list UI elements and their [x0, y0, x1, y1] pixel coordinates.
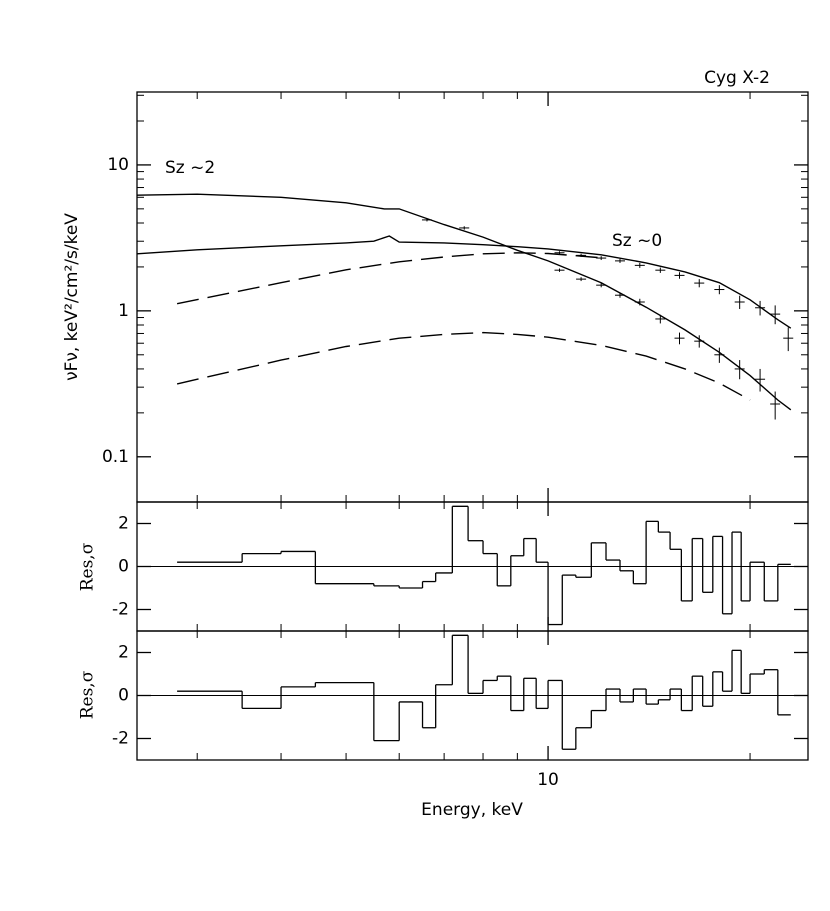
- data-point: [421, 218, 432, 222]
- data-point: [576, 253, 587, 257]
- y-tick-label: 2: [118, 643, 129, 663]
- data-point: [734, 360, 745, 380]
- model-component: [176, 252, 602, 305]
- y-axis-label: Res,σ: [78, 542, 98, 591]
- y-tick-label: -2: [112, 729, 129, 749]
- data-point: [694, 279, 705, 288]
- y-tick-label: 0.1: [102, 447, 129, 467]
- data-point: [714, 347, 725, 363]
- y-axis-label: νFν, keV²/cm²/s/keV: [62, 213, 82, 381]
- model-component: [176, 331, 751, 401]
- data-point: [655, 314, 666, 324]
- data-point: [755, 300, 766, 316]
- y-tick-label: 0: [118, 686, 129, 706]
- data-point: [770, 391, 781, 420]
- data-point: [596, 256, 607, 261]
- y-tick-label: 10: [107, 155, 129, 175]
- data-point: [655, 267, 666, 273]
- data-point: [554, 268, 565, 272]
- data-point: [614, 292, 625, 298]
- model-line: [136, 193, 792, 411]
- data-point: [554, 251, 565, 255]
- data-point: [674, 272, 685, 279]
- data-point: [576, 277, 587, 282]
- data-point: [714, 285, 725, 295]
- data-point: [755, 368, 766, 392]
- data-point: [694, 335, 705, 348]
- y-tick-label: 0: [118, 557, 129, 577]
- data-point: [459, 226, 470, 230]
- data-point: [783, 327, 794, 352]
- model-line: [136, 235, 792, 329]
- chart-title: Cyg X-2: [704, 68, 770, 88]
- data-point: [596, 283, 607, 288]
- data-point: [614, 258, 625, 263]
- data-point: [674, 332, 685, 345]
- annotation: Sz ~0: [612, 231, 662, 251]
- x-axis-label: Energy, keV: [421, 800, 523, 820]
- y-tick-label: 2: [118, 514, 129, 534]
- y-tick-label: -2: [112, 600, 129, 620]
- data-point: [770, 305, 781, 325]
- y-axis-label: Res,σ: [78, 670, 98, 719]
- data-point: [634, 298, 645, 306]
- y-tick-label: 1: [118, 301, 129, 321]
- x-tick-label: 10: [537, 770, 559, 790]
- annotation: Sz ~2: [165, 158, 215, 178]
- data-point: [634, 262, 645, 268]
- data-point: [734, 295, 745, 309]
